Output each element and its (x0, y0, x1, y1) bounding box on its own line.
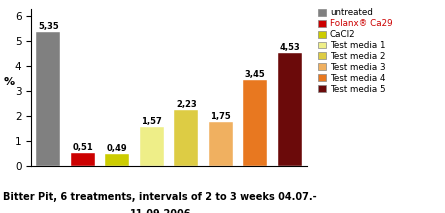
Bar (209, 122, 233, 166)
Text: 11.09.2006: 11.09.2006 (129, 209, 191, 213)
Bar (243, 80, 267, 166)
Text: 0,51: 0,51 (73, 143, 93, 152)
Y-axis label: %: % (4, 77, 15, 87)
Bar (278, 53, 302, 166)
Bar (174, 110, 198, 166)
Bar (71, 153, 95, 166)
Text: 1,57: 1,57 (142, 117, 162, 126)
Bar (105, 154, 129, 166)
Text: 1,75: 1,75 (210, 112, 231, 121)
Bar (140, 127, 164, 166)
Text: 5,35: 5,35 (38, 22, 59, 31)
Text: 0,49: 0,49 (107, 144, 128, 153)
Text: 2,23: 2,23 (176, 100, 197, 109)
Bar (36, 32, 61, 166)
Text: 3,45: 3,45 (245, 70, 266, 79)
Legend: untreated, Folanx® Ca29, CaCl2, Test media 1, Test media 2, Test media 3, Test m: untreated, Folanx® Ca29, CaCl2, Test med… (316, 7, 394, 95)
Text: Bitter Pit, 6 treatments, intervals of 2 to 3 weeks 04.07.-: Bitter Pit, 6 treatments, intervals of 2… (4, 192, 317, 202)
Text: 4,53: 4,53 (279, 43, 300, 52)
